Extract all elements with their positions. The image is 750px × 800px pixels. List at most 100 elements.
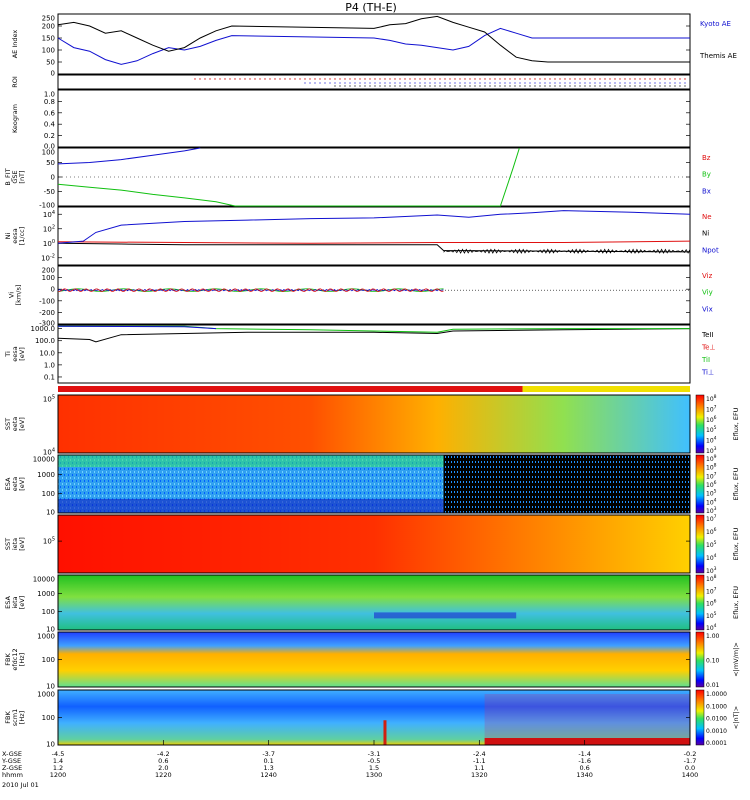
roi-dot — [419, 82, 421, 84]
roi-dot — [494, 78, 496, 80]
roi-dot — [659, 78, 661, 80]
roi-dot — [679, 82, 681, 84]
y-axis-label: Vi — [8, 292, 16, 298]
x-tick-label: 0.1 — [263, 757, 273, 765]
roi-dot — [534, 85, 536, 87]
fbk2-spectrogram — [58, 690, 690, 745]
roi-dot — [459, 78, 461, 80]
b-line-bx — [57, 147, 201, 165]
roi-dot — [204, 78, 206, 80]
colorbar-tick: 106 — [706, 527, 717, 536]
roi-dot — [454, 82, 456, 84]
roi-dot — [559, 82, 561, 84]
sst_e-panel-frame — [57, 394, 691, 454]
roi-dot — [609, 85, 611, 87]
roi-dot — [439, 85, 441, 87]
roi-dot — [494, 82, 496, 84]
roi-dot — [609, 78, 611, 80]
roi-dot — [489, 78, 491, 80]
roi-dot — [269, 78, 271, 80]
roi-dot — [324, 82, 326, 84]
tick-label: 100 — [42, 656, 55, 664]
colorbar-tick: 109 — [706, 454, 717, 463]
y-axis-label: ESA — [4, 477, 12, 490]
y-axis-label: efdc12 — [11, 648, 19, 670]
x-tick-label: 1200 — [50, 771, 67, 779]
roi-dot — [429, 82, 431, 84]
roi-dot — [324, 78, 326, 80]
tick-label: 1000 — [37, 633, 55, 641]
roi-dot — [574, 78, 576, 80]
roi-dot — [569, 85, 571, 87]
colorbar-tick: 104 — [706, 436, 717, 445]
roi-dot — [514, 85, 516, 87]
roi-dot — [514, 82, 516, 84]
roi-dot — [274, 78, 276, 80]
roi-dot — [374, 85, 376, 87]
roi-dot — [469, 78, 471, 80]
roi-dot — [399, 78, 401, 80]
roi-dot — [389, 78, 391, 80]
roi-dot — [244, 78, 246, 80]
x-tick-label: -1.4 — [578, 750, 591, 758]
y-axis-label: [Hz] — [18, 711, 26, 724]
y-axis-label: [1/cc] — [18, 227, 26, 246]
y-axis-label: ieta — [11, 596, 19, 608]
roi-dot — [369, 78, 371, 80]
roi-dot — [449, 82, 451, 84]
roi-dot — [654, 82, 656, 84]
roi-dot — [604, 82, 606, 84]
colorbar-tick: 0.0100 — [706, 716, 727, 723]
roi-dot — [264, 78, 266, 80]
roi-dot — [579, 82, 581, 84]
roi-dot — [349, 85, 351, 87]
roi-dot — [539, 82, 541, 84]
roi-dot — [439, 82, 441, 84]
x-tick-label: 1320 — [471, 771, 488, 779]
roi-dot — [519, 85, 521, 87]
roi-dot — [644, 85, 646, 87]
colorbar-tick: 104 — [706, 553, 717, 562]
vi-panel-frame — [57, 265, 691, 325]
roi-dot — [334, 85, 336, 87]
y-axis-label: ESA — [4, 596, 12, 609]
figure-title: P4 (TH-E) — [345, 1, 397, 14]
colorbar-tick: 104 — [706, 623, 717, 632]
legend-bz: Bz — [702, 154, 711, 162]
roi-dot — [579, 85, 581, 87]
roi-dot — [629, 82, 631, 84]
roi-dot — [589, 82, 591, 84]
y-axis-label: SST — [4, 538, 12, 550]
y-axis-label: eesa — [11, 346, 19, 361]
tick-label: 1000 — [37, 691, 55, 699]
tick-label: 250 — [42, 15, 55, 23]
roi-dot — [449, 85, 451, 87]
x-tick-label: 0.6 — [579, 764, 589, 772]
roi-dot — [309, 78, 311, 80]
roi-dot — [614, 78, 616, 80]
legend-by: By — [702, 171, 711, 179]
x-tick-label: -3.7 — [262, 750, 275, 758]
roi-dot — [259, 78, 261, 80]
roi-dot — [329, 82, 331, 84]
roi-dot — [349, 78, 351, 80]
x-tick-label: 2.0 — [158, 764, 168, 772]
roi-dot — [384, 78, 386, 80]
roi-dot — [414, 85, 416, 87]
roi-dot — [344, 78, 346, 80]
roi-dot — [344, 82, 346, 84]
roi-dot — [404, 78, 406, 80]
tick-label: -100 — [39, 202, 55, 210]
tick-label: 0.0 — [44, 143, 55, 151]
roi-dot — [254, 78, 256, 80]
roi-dot — [389, 85, 391, 87]
tick-label: 100 — [42, 149, 55, 157]
roi-dot — [339, 82, 341, 84]
roi-dot — [409, 85, 411, 87]
roi-dot — [439, 78, 441, 80]
roi-dot — [584, 85, 586, 87]
colorbar-tick: 108 — [706, 394, 717, 403]
roi-dot — [334, 78, 336, 80]
y-axis-label: B_FIT — [4, 168, 12, 185]
